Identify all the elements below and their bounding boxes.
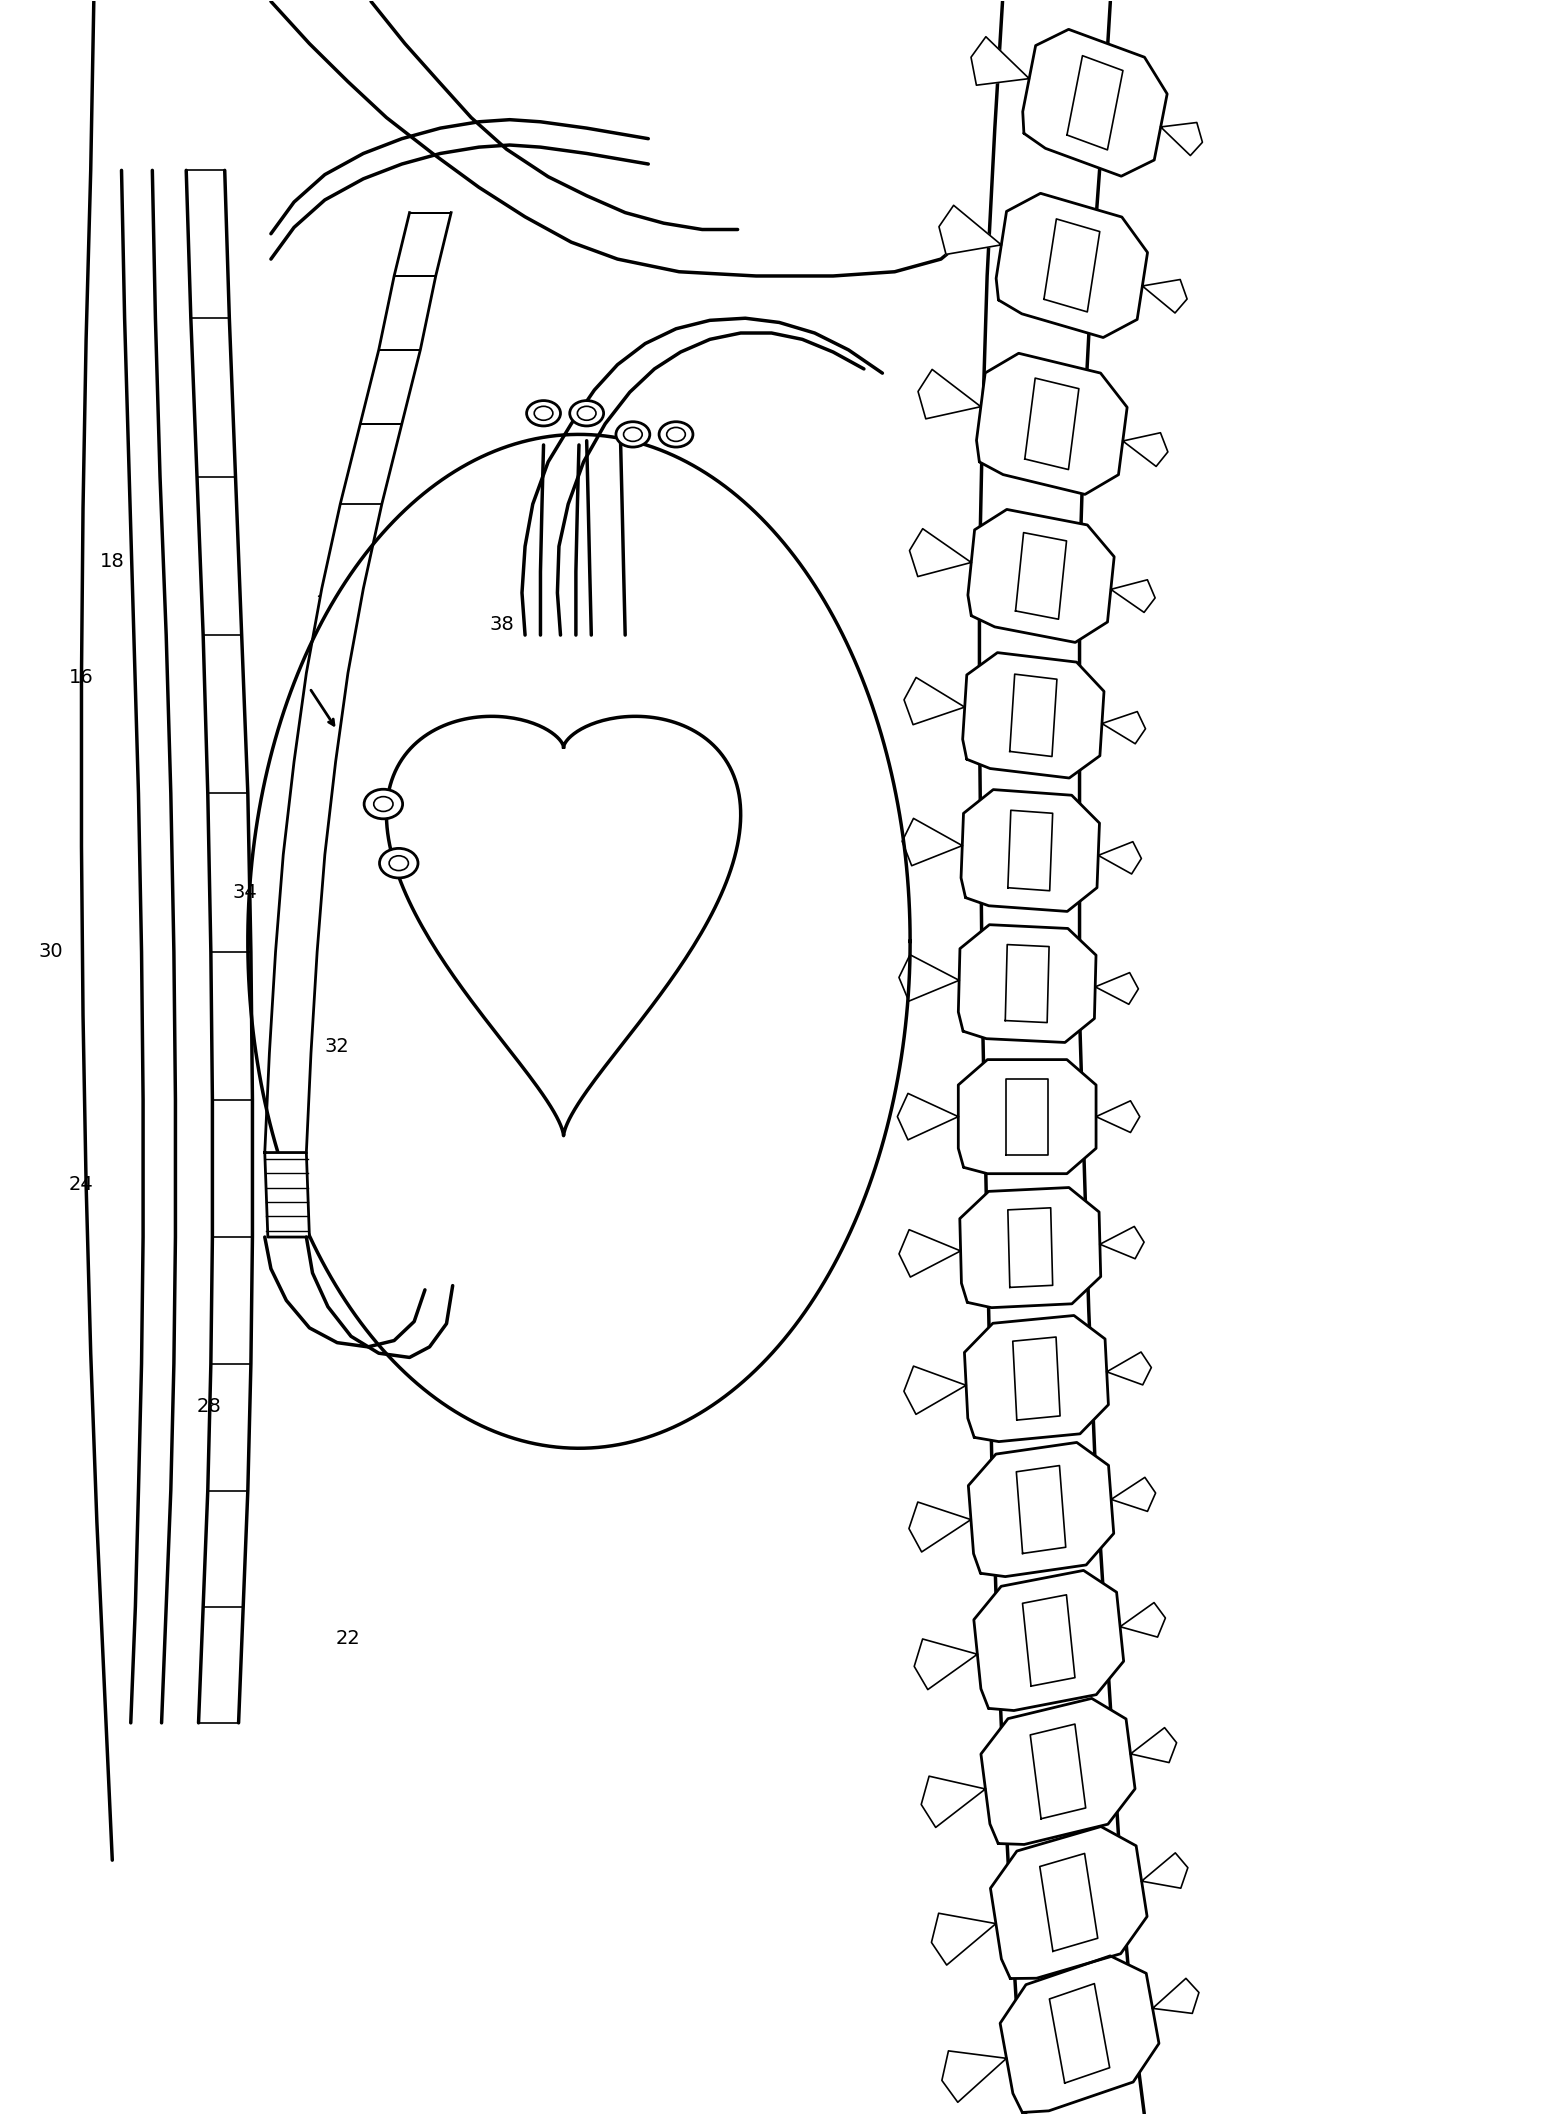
Polygon shape: [941, 2052, 1006, 2102]
Text: 18: 18: [100, 552, 125, 571]
Polygon shape: [386, 717, 741, 1136]
Polygon shape: [1096, 973, 1139, 1005]
Text: 32: 32: [324, 1038, 350, 1055]
Text: 22: 22: [335, 1629, 361, 1648]
Ellipse shape: [623, 427, 642, 442]
Ellipse shape: [380, 848, 418, 878]
Text: 16: 16: [69, 668, 94, 687]
Text: 30: 30: [39, 943, 63, 962]
Text: 38: 38: [489, 615, 514, 634]
Text: 26: 26: [671, 806, 696, 825]
Polygon shape: [981, 1698, 1136, 1844]
Ellipse shape: [659, 421, 693, 446]
Polygon shape: [1096, 1100, 1140, 1132]
Ellipse shape: [667, 427, 685, 442]
Polygon shape: [1000, 1956, 1159, 2113]
Ellipse shape: [569, 400, 603, 425]
Polygon shape: [1153, 1978, 1199, 2013]
Text: 24: 24: [69, 1174, 94, 1193]
Polygon shape: [1111, 580, 1156, 613]
Polygon shape: [1102, 711, 1145, 744]
Polygon shape: [904, 677, 964, 725]
Polygon shape: [1160, 123, 1202, 157]
Polygon shape: [1142, 279, 1187, 313]
Polygon shape: [969, 1442, 1114, 1576]
Polygon shape: [991, 1827, 1146, 1978]
Polygon shape: [900, 954, 960, 1000]
Ellipse shape: [534, 406, 552, 421]
Ellipse shape: [364, 789, 403, 819]
Polygon shape: [903, 819, 963, 865]
Polygon shape: [1123, 434, 1168, 467]
Polygon shape: [932, 1914, 995, 1965]
Polygon shape: [960, 1187, 1100, 1307]
Polygon shape: [977, 353, 1126, 495]
Polygon shape: [964, 1316, 1108, 1442]
Polygon shape: [909, 529, 971, 577]
Polygon shape: [967, 510, 1114, 643]
Text: 36: 36: [315, 594, 341, 613]
Polygon shape: [958, 924, 1096, 1043]
Polygon shape: [963, 654, 1103, 778]
Polygon shape: [961, 789, 1100, 912]
Text: 28: 28: [198, 1396, 222, 1415]
Ellipse shape: [616, 421, 650, 446]
Polygon shape: [971, 36, 1029, 85]
Ellipse shape: [577, 406, 596, 421]
Polygon shape: [997, 192, 1148, 338]
Polygon shape: [918, 370, 981, 419]
Polygon shape: [1131, 1728, 1177, 1762]
Polygon shape: [1023, 30, 1167, 176]
Polygon shape: [1100, 1227, 1143, 1258]
Polygon shape: [1106, 1351, 1151, 1385]
Polygon shape: [904, 1366, 966, 1415]
Polygon shape: [1142, 1853, 1188, 1889]
Polygon shape: [1120, 1603, 1165, 1637]
Polygon shape: [913, 1639, 977, 1690]
Polygon shape: [909, 1502, 971, 1552]
Polygon shape: [974, 1571, 1123, 1711]
Polygon shape: [921, 1777, 986, 1827]
Text: 34: 34: [233, 884, 258, 903]
Ellipse shape: [373, 797, 393, 812]
Polygon shape: [900, 1229, 961, 1277]
Polygon shape: [265, 214, 451, 1153]
Polygon shape: [1099, 842, 1142, 873]
Polygon shape: [265, 1153, 310, 1237]
Polygon shape: [958, 1060, 1096, 1174]
Polygon shape: [940, 205, 1001, 254]
Polygon shape: [1111, 1478, 1156, 1512]
Polygon shape: [898, 1093, 958, 1140]
Ellipse shape: [389, 857, 409, 871]
Ellipse shape: [526, 400, 560, 425]
